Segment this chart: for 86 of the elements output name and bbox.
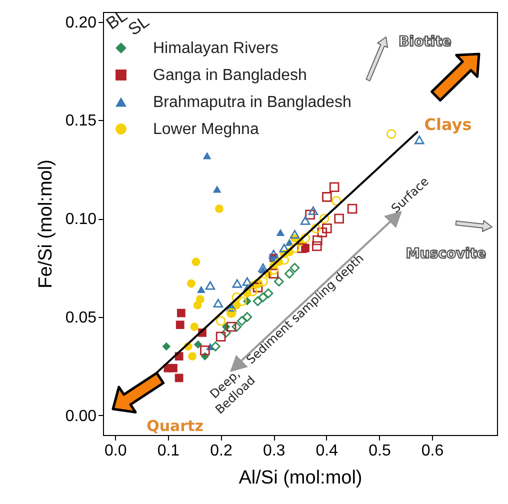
point xyxy=(176,308,186,318)
point xyxy=(317,227,328,238)
point xyxy=(216,332,226,342)
annotation: Muscovite xyxy=(406,246,486,262)
point xyxy=(290,243,300,253)
y-axis-title: Fe/Si (mol:mol) xyxy=(35,160,56,288)
point xyxy=(232,322,242,332)
point xyxy=(308,206,318,216)
point xyxy=(232,292,242,302)
point xyxy=(268,268,278,279)
point xyxy=(305,210,315,220)
point xyxy=(162,342,171,351)
point xyxy=(310,224,321,234)
y-tick-label: 0.15 xyxy=(65,112,97,130)
point xyxy=(221,328,231,338)
point xyxy=(312,235,322,246)
point xyxy=(268,250,278,258)
x-tick-label: 0.5 xyxy=(368,442,391,460)
point xyxy=(276,228,285,236)
annotation: Quartz xyxy=(146,417,204,435)
point xyxy=(386,129,396,139)
point xyxy=(334,214,344,224)
point xyxy=(252,282,263,292)
point xyxy=(297,243,307,253)
y-tick-label: 0.05 xyxy=(65,309,97,326)
point xyxy=(347,204,358,214)
point xyxy=(237,316,247,326)
y-tick-label: 0.00 xyxy=(65,408,97,425)
legend-label: Lower Meghna xyxy=(153,121,259,138)
point xyxy=(194,340,202,349)
point xyxy=(242,277,252,286)
point xyxy=(290,262,300,273)
point xyxy=(213,298,224,308)
point xyxy=(232,279,242,288)
point xyxy=(258,276,268,286)
point xyxy=(258,292,268,302)
x-tick-label: 0.6 xyxy=(421,442,444,460)
point xyxy=(202,152,212,160)
point xyxy=(300,233,310,244)
x-axis-title: Al/Si (mol:mol) xyxy=(238,468,362,488)
annotation: Clays xyxy=(424,115,472,134)
legend-label: Himalayan Rivers xyxy=(153,40,278,57)
y-tick-label: 0.20 xyxy=(65,14,97,32)
x-tick-label: 0.4 xyxy=(316,442,338,460)
point xyxy=(290,230,300,239)
point xyxy=(174,374,184,382)
point xyxy=(215,204,224,213)
point xyxy=(226,322,236,332)
point xyxy=(197,286,206,294)
point xyxy=(188,352,196,360)
x-tick-label: 0.3 xyxy=(262,442,286,460)
point xyxy=(190,322,199,331)
point xyxy=(192,258,200,266)
point xyxy=(258,263,268,272)
point xyxy=(332,196,342,206)
point xyxy=(263,288,274,298)
point xyxy=(274,276,284,286)
x-tick-label: 0.2 xyxy=(210,442,232,460)
point xyxy=(414,136,424,144)
point xyxy=(216,316,226,326)
point xyxy=(169,364,178,372)
point xyxy=(279,244,290,252)
point xyxy=(176,320,184,330)
point xyxy=(187,279,196,288)
point xyxy=(252,296,263,306)
point xyxy=(212,185,222,193)
y-tick-label: 0.10 xyxy=(65,211,97,228)
x-tick-label: 0.1 xyxy=(157,442,180,460)
annotation: Biotite xyxy=(398,34,452,50)
point xyxy=(205,281,216,290)
point xyxy=(242,312,252,322)
point xyxy=(248,286,258,296)
point xyxy=(300,216,310,225)
x-tick-label: 0.0 xyxy=(104,442,127,460)
point xyxy=(329,182,340,192)
point xyxy=(322,192,332,202)
point xyxy=(319,214,330,224)
point xyxy=(322,224,332,234)
point xyxy=(237,296,247,306)
legend-label: Ganga in Bangladesh xyxy=(153,67,307,84)
legend-label: Brahmaputra in Bangladesh xyxy=(153,94,352,111)
point xyxy=(284,268,294,279)
point xyxy=(193,300,202,310)
point xyxy=(312,241,322,252)
point xyxy=(210,342,220,352)
point xyxy=(200,346,210,356)
